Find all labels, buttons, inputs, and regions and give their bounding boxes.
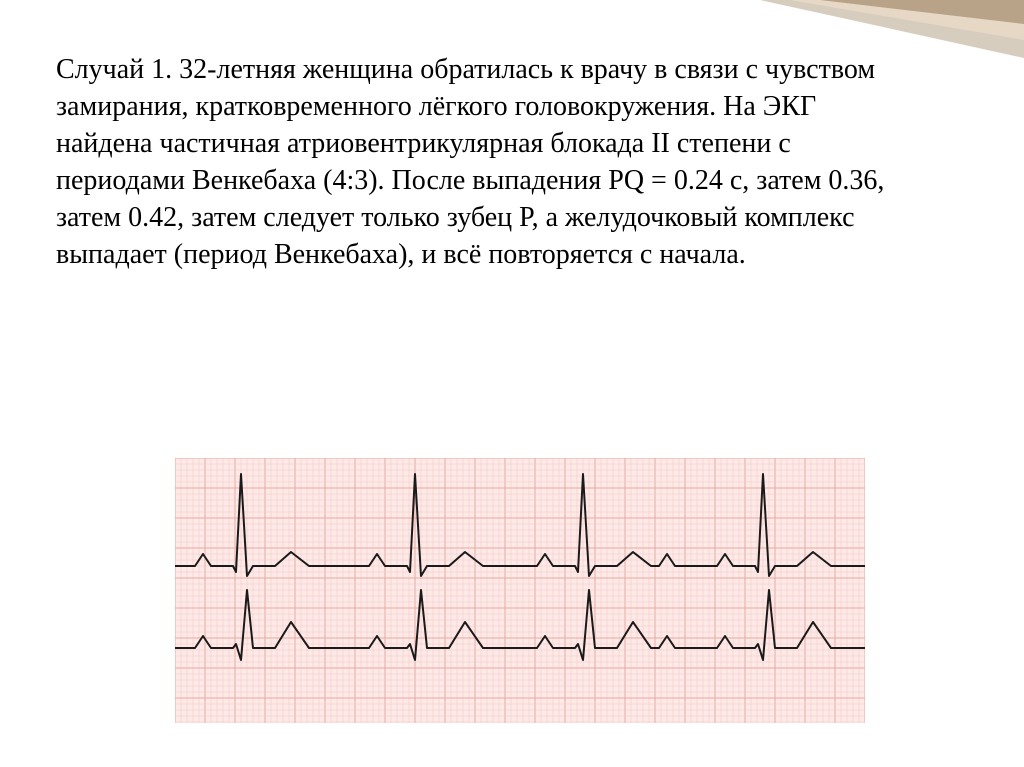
deco-shadow — [640, 0, 1024, 58]
deco-band-light — [690, 0, 1024, 40]
ecg-svg — [175, 458, 865, 723]
case-paragraph: Случай 1. 32-летняя женщина обратилась к… — [56, 52, 886, 274]
deco-band-dark — [730, 0, 1024, 24]
ecg-strip — [175, 458, 865, 723]
